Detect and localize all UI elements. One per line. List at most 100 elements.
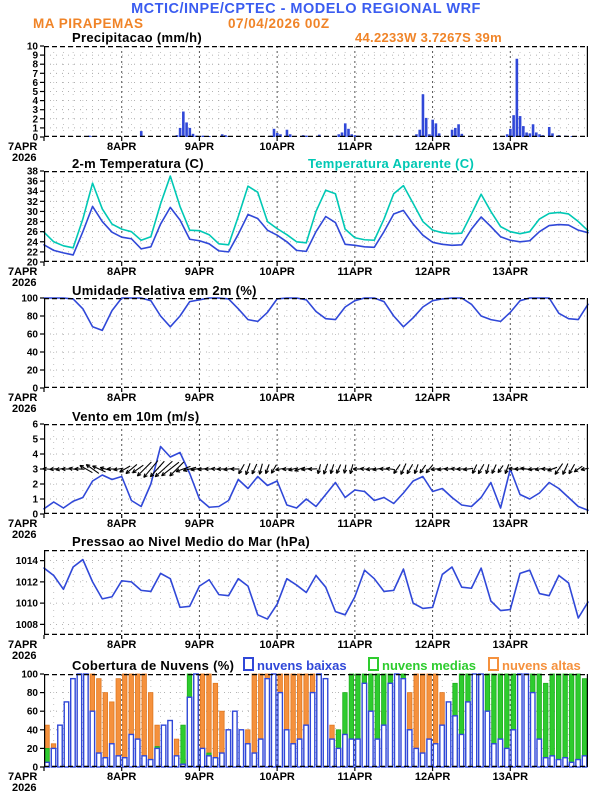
svg-text:4: 4: [32, 96, 38, 107]
svg-text:13APR: 13APR: [493, 518, 529, 530]
svg-text:7APR: 7APR: [8, 392, 37, 404]
svg-text:28: 28: [27, 217, 39, 228]
mid-clouds-legend-label: nuvens medias: [382, 658, 476, 673]
svg-text:1014: 1014: [16, 556, 39, 567]
svg-text:9APR: 9APR: [185, 266, 214, 278]
series: [43, 558, 589, 620]
svg-text:7APR: 7APR: [8, 141, 37, 153]
svg-text:100: 100: [21, 670, 38, 681]
series: [43, 445, 589, 512]
svg-text:13APR: 13APR: [493, 639, 529, 651]
svg-text:24: 24: [27, 237, 39, 248]
svg-text:10APR: 10APR: [259, 266, 295, 278]
svg-text:13APR: 13APR: [493, 141, 529, 153]
svg-text:9APR: 9APR: [185, 518, 214, 530]
panel-title-pressure: Pressao ao Nivel Medio do Mar (hPa): [72, 534, 311, 549]
svg-text:4: 4: [32, 450, 38, 461]
grid: [44, 674, 588, 767]
svg-text:20: 20: [27, 258, 39, 269]
svg-text:1: 1: [32, 495, 38, 506]
svg-text:11APR: 11APR: [337, 771, 372, 783]
svg-text:34: 34: [27, 187, 39, 198]
grid: [44, 46, 588, 137]
svg-text:6: 6: [32, 420, 38, 431]
svg-text:1008: 1008: [16, 620, 39, 631]
wind-direction-arrows: [42, 460, 589, 478]
grid: [44, 550, 588, 635]
svg-text:9APR: 9APR: [185, 141, 214, 153]
svg-text:26: 26: [27, 227, 39, 238]
svg-text:13APR: 13APR: [493, 266, 529, 278]
svg-text:38: 38: [27, 167, 39, 178]
frame: [40, 297, 589, 392]
station-coordinates: 44.2233W 3.7267S 39m: [355, 30, 502, 45]
series: [43, 175, 589, 256]
svg-text:5: 5: [32, 87, 38, 98]
svg-text:80: 80: [27, 688, 39, 699]
svg-text:8APR: 8APR: [107, 392, 136, 404]
svg-text:40: 40: [27, 725, 39, 736]
series: [44, 673, 588, 768]
svg-text:3: 3: [32, 105, 38, 116]
frame: [40, 423, 589, 518]
svg-text:9APR: 9APR: [185, 771, 214, 783]
grid: [44, 424, 588, 514]
svg-text:11APR: 11APR: [337, 639, 372, 651]
svg-text:12APR: 12APR: [415, 639, 451, 651]
panel-title-humidity: Umidade Relativa em 2m (%): [72, 283, 257, 298]
svg-text:80: 80: [27, 312, 39, 323]
svg-text:100: 100: [21, 294, 38, 305]
svg-text:12APR: 12APR: [415, 771, 451, 783]
svg-text:5: 5: [32, 435, 38, 446]
svg-text:7APR: 7APR: [8, 266, 37, 278]
svg-text:1010: 1010: [16, 599, 39, 610]
svg-text:8APR: 8APR: [107, 518, 136, 530]
svg-text:22: 22: [27, 247, 39, 258]
grid: [44, 298, 588, 388]
svg-text:0: 0: [32, 133, 38, 144]
station-name: MA PIRAPEMAS: [33, 16, 144, 31]
legend-item-high-clouds: nuvens altas: [488, 657, 581, 673]
panel-title-temperature: 2-m Temperatura (C): [72, 156, 204, 171]
frame: [40, 170, 589, 266]
svg-text:10: 10: [27, 42, 39, 53]
panel-title-cloud-cover: Cobertura de Nuvens (%): [72, 658, 235, 673]
svg-text:10APR: 10APR: [259, 771, 295, 783]
svg-text:7: 7: [32, 69, 38, 80]
svg-text:8APR: 8APR: [107, 639, 136, 651]
svg-text:2026: 2026: [12, 529, 36, 541]
svg-text:12APR: 12APR: [415, 518, 451, 530]
run-datetime: 07/04/2026 00Z: [228, 16, 330, 31]
svg-text:2: 2: [32, 480, 38, 491]
svg-text:12APR: 12APR: [415, 141, 451, 153]
svg-text:9APR: 9APR: [185, 392, 214, 404]
svg-text:0: 0: [32, 510, 38, 521]
svg-text:8APR: 8APR: [107, 771, 136, 783]
svg-text:13APR: 13APR: [493, 771, 529, 783]
svg-text:13APR: 13APR: [493, 392, 529, 404]
svg-text:2026: 2026: [12, 152, 36, 164]
svg-text:7APR: 7APR: [8, 518, 37, 530]
svg-text:8: 8: [32, 60, 38, 71]
mid-clouds-swatch-icon: [368, 657, 379, 671]
svg-text:10APR: 10APR: [259, 639, 295, 651]
frame: [40, 550, 589, 639]
svg-text:20: 20: [27, 744, 39, 755]
svg-text:0: 0: [32, 763, 38, 774]
svg-text:1: 1: [32, 123, 38, 134]
legend-item-mid-clouds: nuvens medias: [368, 657, 476, 673]
svg-text:9APR: 9APR: [185, 639, 214, 651]
svg-text:20: 20: [27, 366, 39, 377]
svg-text:8APR: 8APR: [107, 266, 136, 278]
svg-text:2026: 2026: [12, 782, 36, 792]
svg-text:2: 2: [32, 114, 38, 125]
svg-text:2026: 2026: [12, 650, 36, 662]
